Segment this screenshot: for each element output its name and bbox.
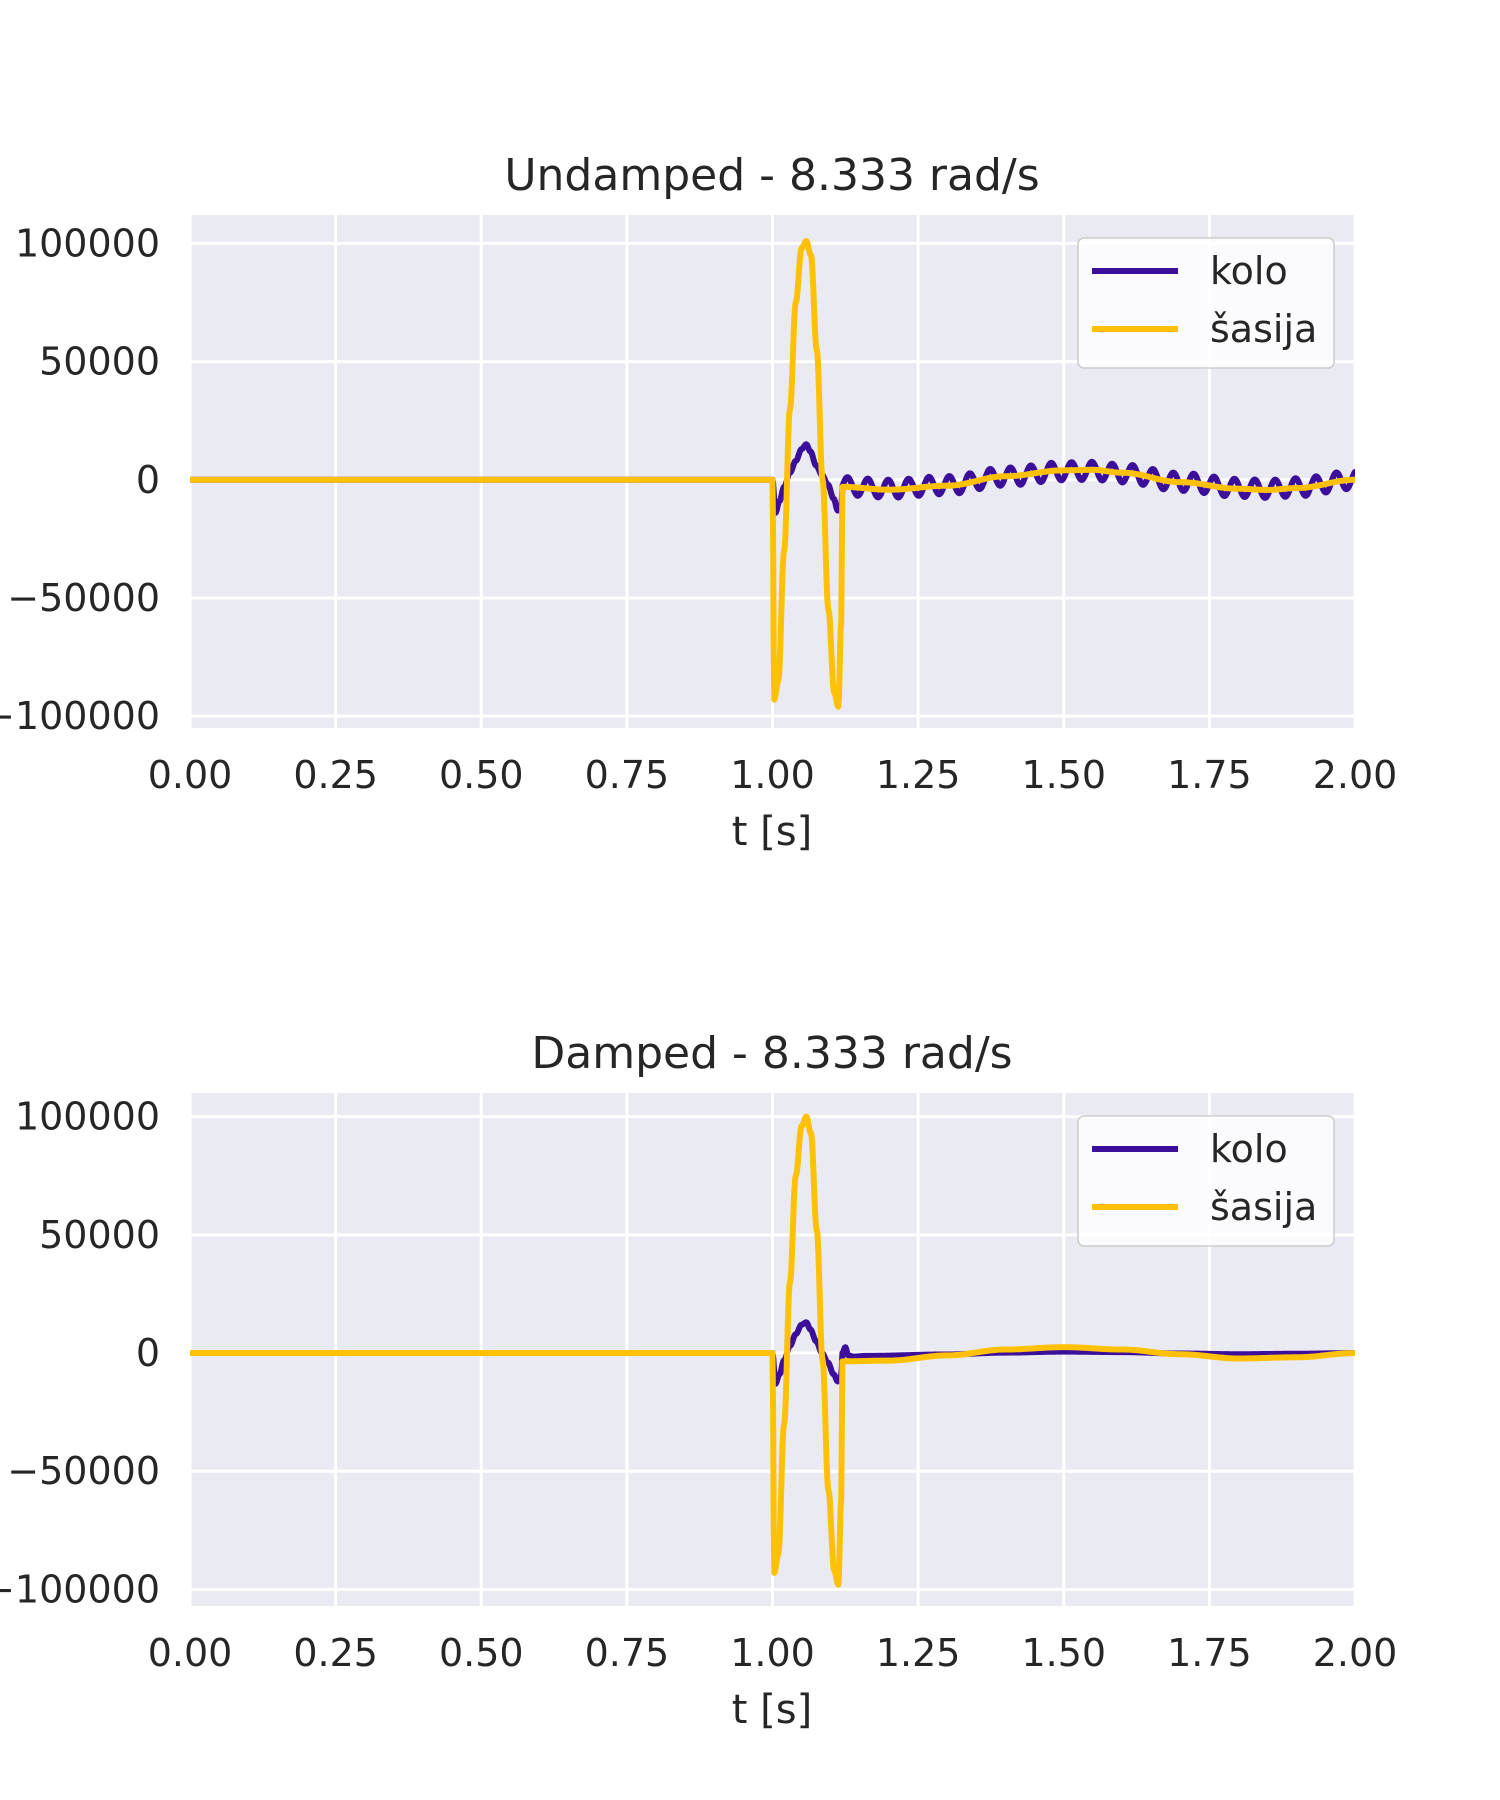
y-tick-label: 0 — [136, 1331, 160, 1375]
y-tick-labels: 100000 50000 0 −50000 −100000 — [0, 1095, 160, 1612]
x-tick-label: 1.50 — [1021, 1631, 1106, 1675]
legend: kolo šasija — [1077, 237, 1335, 369]
x-axis-label: t [s] — [732, 809, 812, 855]
y-tick-label: 0 — [136, 458, 160, 502]
legend-label-kolo: kolo — [1210, 249, 1288, 293]
x-tick-label: 0.25 — [293, 1631, 378, 1675]
x-tick-label: 0.00 — [148, 1631, 233, 1675]
chart-title: Undamped - 8.333 rad/s — [504, 150, 1039, 201]
legend: kolo šasija — [1077, 1115, 1335, 1247]
chart-undamped: Undamped - 8.333 rad/s 100000 50000 0 −5000… — [0, 150, 1397, 855]
x-tick-labels: 0.00 0.25 0.50 0.75 1.00 1.25 1.50 1.75 2.00 — [148, 753, 1398, 797]
y-tick-label: 100000 — [15, 1095, 160, 1139]
x-tick-label: 0.00 — [148, 753, 233, 797]
y-tick-label: −100000 — [0, 694, 160, 738]
y-tick-label: 50000 — [39, 340, 160, 384]
x-tick-label: 2.00 — [1313, 753, 1398, 797]
legend-label-kolo: kolo — [1210, 1127, 1288, 1171]
y-tick-labels: 100000 50000 0 −50000 −100000 — [0, 221, 160, 738]
x-tick-label: 1.25 — [876, 1631, 961, 1675]
y-tick-label: 50000 — [39, 1213, 160, 1257]
chart-title: Damped - 8.333 rad/s — [531, 1028, 1012, 1079]
x-tick-label: 2.00 — [1313, 1631, 1398, 1675]
x-tick-label: 0.50 — [439, 1631, 524, 1675]
series-lines — [190, 238, 1355, 710]
x-tick-label: 1.25 — [876, 753, 961, 797]
legend-label-sasija: šasija — [1210, 1185, 1317, 1229]
y-tick-label: −50000 — [7, 1449, 160, 1493]
y-tick-label: −100000 — [0, 1567, 160, 1611]
series-line-kolo — [190, 441, 1355, 516]
x-tick-label: 0.75 — [585, 753, 670, 797]
series-line-sasija — [190, 238, 1355, 710]
x-tick-labels: 0.00 0.25 0.50 0.75 1.00 1.25 1.50 1.75 2.00 — [148, 1631, 1398, 1675]
x-tick-label: 1.75 — [1167, 753, 1252, 797]
x-tick-label: 1.75 — [1167, 1631, 1252, 1675]
x-tick-label: 1.00 — [730, 753, 815, 797]
x-tick-label: 0.75 — [585, 1631, 670, 1675]
series-line-sasija — [190, 1113, 1355, 1588]
legend-label-sasija: šasija — [1210, 307, 1317, 351]
x-tick-label: 1.50 — [1021, 753, 1106, 797]
x-axis-label: t [s] — [732, 1687, 812, 1733]
y-tick-label: 100000 — [15, 221, 160, 265]
x-tick-label: 1.00 — [730, 1631, 815, 1675]
series-lines — [190, 1113, 1355, 1588]
x-tick-label: 0.50 — [439, 753, 524, 797]
chart-damped: Damped - 8.333 rad/s 100000 50000 0 −50000 −… — [0, 1028, 1397, 1733]
x-tick-label: 0.25 — [293, 753, 378, 797]
y-tick-label: −50000 — [7, 576, 160, 620]
